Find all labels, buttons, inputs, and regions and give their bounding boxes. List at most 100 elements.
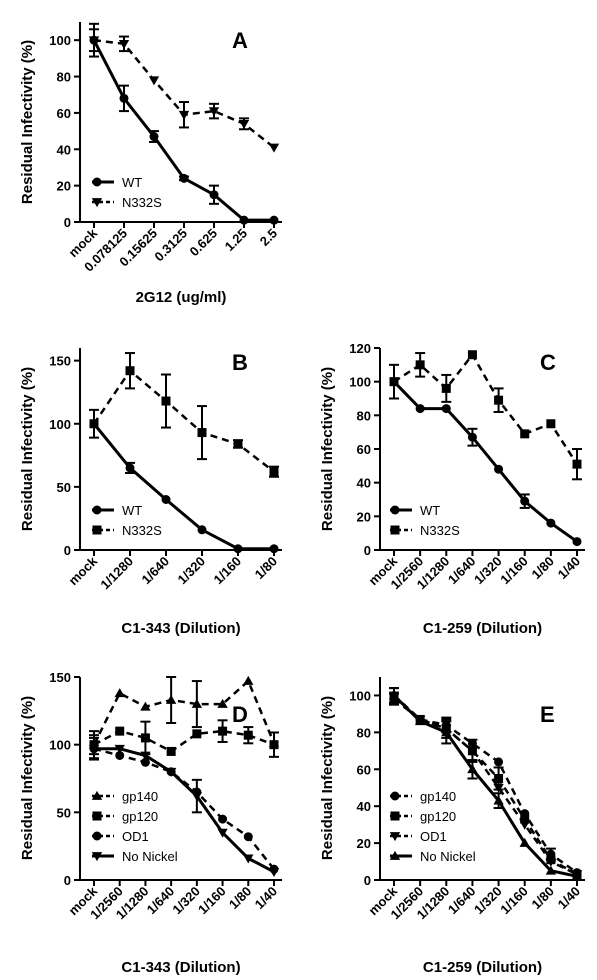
legend-marker bbox=[389, 832, 401, 842]
legend-label: OD1 bbox=[122, 829, 149, 844]
x-tick-label: 1/640 bbox=[139, 554, 173, 588]
data-point bbox=[441, 727, 452, 737]
y-axis-title: Residual Infectivity (%) bbox=[319, 696, 336, 860]
legend-label: gp140 bbox=[420, 789, 456, 804]
data-point bbox=[545, 857, 557, 867]
legend-marker bbox=[390, 811, 400, 821]
data-point bbox=[191, 792, 203, 802]
y-tick-label: 0 bbox=[64, 215, 71, 230]
legend-label: gp120 bbox=[420, 809, 456, 824]
data-point bbox=[467, 746, 478, 756]
data-point bbox=[467, 764, 478, 774]
panel-letter: A bbox=[232, 28, 248, 53]
legend-marker bbox=[92, 525, 102, 535]
data-point bbox=[88, 36, 100, 46]
series-line bbox=[93, 729, 275, 753]
data-point bbox=[494, 395, 504, 405]
data-point bbox=[520, 429, 530, 439]
x-tick-label: 1/640 bbox=[445, 554, 479, 588]
x-tick-label: 1/80 bbox=[226, 884, 255, 913]
y-tick-label: 100 bbox=[349, 375, 371, 390]
series-line bbox=[94, 747, 275, 874]
data-point bbox=[243, 832, 253, 842]
y-tick-label: 100 bbox=[49, 738, 71, 753]
series-wt: WT bbox=[389, 377, 582, 547]
x-tick-label: mock bbox=[65, 553, 100, 588]
y-tick-label: 20 bbox=[357, 509, 371, 524]
y-tick-label: 40 bbox=[357, 799, 371, 814]
data-point bbox=[140, 751, 151, 761]
data-point bbox=[269, 544, 279, 554]
data-point bbox=[238, 119, 250, 129]
x-tick-label: 1/160 bbox=[497, 884, 531, 918]
data-point bbox=[161, 396, 171, 406]
series-wt: WT bbox=[89, 419, 279, 554]
y-tick-label: 20 bbox=[57, 179, 71, 194]
data-point bbox=[218, 814, 228, 824]
series-line bbox=[93, 747, 275, 870]
series-n332s: N332S bbox=[389, 350, 582, 538]
legend-marker bbox=[92, 505, 102, 515]
legend-marker bbox=[390, 525, 400, 535]
legend-label: N332S bbox=[420, 523, 460, 538]
data-point bbox=[217, 828, 228, 838]
data-point bbox=[192, 729, 202, 739]
series-gp120: gp120 bbox=[89, 719, 279, 824]
data-point bbox=[149, 132, 159, 142]
data-point bbox=[208, 107, 220, 117]
data-point bbox=[118, 39, 130, 49]
y-tick-label: 0 bbox=[64, 873, 71, 888]
data-point bbox=[209, 190, 219, 200]
data-point bbox=[115, 750, 125, 760]
x-tick-label: 1.25 bbox=[222, 226, 251, 255]
data-point bbox=[140, 757, 150, 767]
data-point bbox=[519, 837, 530, 847]
series-no-nickel: No Nickel bbox=[388, 687, 583, 881]
x-tick-label: 1/40 bbox=[252, 884, 281, 913]
y-tick-label: 0 bbox=[64, 543, 71, 558]
panel-letter: B bbox=[232, 350, 248, 375]
data-point bbox=[545, 865, 557, 875]
y-tick-label: 20 bbox=[357, 836, 371, 851]
legend-label: N332S bbox=[122, 195, 162, 210]
panel-letter: C bbox=[540, 350, 556, 375]
series-gp140: gp140 bbox=[88, 675, 280, 804]
data-point bbox=[114, 688, 125, 698]
x-axis-title: C1-259 (Dilution) bbox=[423, 959, 542, 976]
data-point bbox=[148, 76, 160, 86]
series-n332s: N332S bbox=[89, 352, 279, 538]
data-point bbox=[494, 774, 504, 783]
data-point bbox=[546, 518, 556, 528]
data-point bbox=[89, 419, 99, 429]
data-point bbox=[217, 698, 228, 708]
legend-marker bbox=[92, 811, 102, 821]
y-axis-title: Residual Infectivity (%) bbox=[319, 367, 336, 531]
x-tick-label: 1/160 bbox=[195, 884, 229, 918]
data-point bbox=[114, 744, 125, 754]
x-tick-label: 1/40 bbox=[555, 554, 584, 583]
data-point bbox=[441, 383, 451, 393]
legend-marker bbox=[91, 790, 103, 800]
data-point bbox=[233, 544, 243, 554]
data-point bbox=[546, 419, 556, 429]
data-point bbox=[115, 726, 125, 736]
data-point bbox=[218, 726, 228, 736]
x-tick-label: 1/160 bbox=[211, 554, 245, 588]
panel-letter: D bbox=[232, 702, 248, 727]
series-od1: OD1 bbox=[89, 744, 279, 874]
series-line bbox=[92, 368, 275, 473]
legend-marker bbox=[92, 831, 102, 841]
legend-label: OD1 bbox=[420, 829, 447, 844]
legend-marker bbox=[91, 198, 103, 208]
series-n332s: N332S bbox=[88, 22, 280, 210]
data-point bbox=[572, 537, 582, 547]
data-point bbox=[494, 757, 504, 767]
y-tick-label: 60 bbox=[357, 762, 371, 777]
data-point bbox=[414, 716, 426, 726]
y-tick-label: 50 bbox=[57, 805, 71, 820]
x-tick-label: 1/320 bbox=[471, 554, 505, 588]
x-tick-label: 0.3125 bbox=[151, 226, 190, 265]
data-point bbox=[493, 783, 504, 793]
